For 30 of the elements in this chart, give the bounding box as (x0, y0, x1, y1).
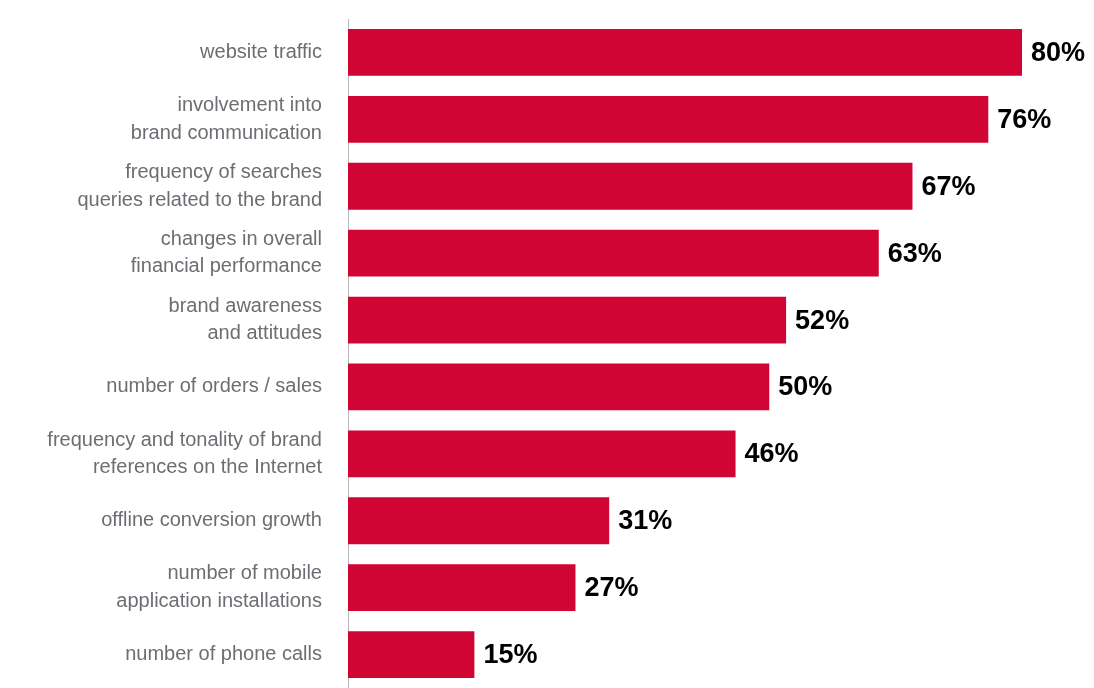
bar (348, 95, 989, 143)
data-label: 46% (744, 438, 799, 469)
bar (348, 29, 1022, 76)
y-tick-label: involvement into brand communication (130, 93, 322, 143)
bar (348, 631, 475, 678)
data-label: 31% (618, 505, 673, 536)
y-tick-label: number of phone calls (125, 642, 322, 665)
y-tick-label: changes in overall financial performance (130, 226, 322, 277)
y-tick-label: website traffic (199, 39, 322, 62)
bar (348, 162, 913, 210)
y-tick-label: brand awareness and attitudes (168, 293, 322, 344)
bar (348, 497, 610, 545)
data-label: 63% (887, 237, 942, 268)
bar (348, 363, 770, 411)
y-tick-label: number of mobile application installations (116, 561, 322, 611)
data-label: 67% (921, 170, 976, 201)
bar (348, 229, 879, 277)
data-label: 76% (997, 103, 1052, 134)
y-tick-label: frequency of searches queries related to the brand (77, 159, 322, 210)
y-tick-label: offline conversion growth (101, 508, 322, 531)
y-tick-label: frequency and tonality of brand references on the Internet (47, 427, 323, 478)
bar (348, 296, 787, 344)
y-tick-label: number of orders / sales (106, 374, 322, 397)
data-label: 52% (795, 304, 850, 335)
bar (348, 564, 576, 612)
data-label: 80% (1031, 36, 1086, 67)
data-label: 27% (584, 572, 639, 603)
bar (348, 430, 736, 478)
data-label: 15% (483, 639, 538, 669)
data-label: 50% (778, 371, 833, 402)
